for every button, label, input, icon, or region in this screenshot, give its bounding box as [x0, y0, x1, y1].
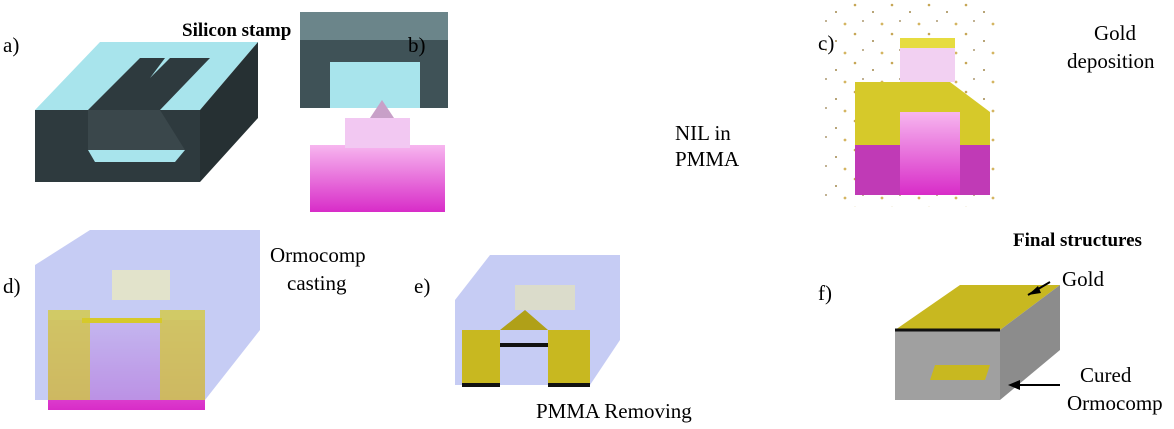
caption: Ormocomp	[270, 243, 366, 267]
panel-label: b)	[408, 33, 426, 57]
caption: NIL in	[675, 121, 731, 145]
annotation: Ormocomp	[1067, 391, 1163, 415]
pmma-removing	[455, 255, 620, 387]
annotation: Gold	[1062, 267, 1105, 291]
caption: PMMA Removing	[536, 399, 692, 423]
caption: Final structures	[1013, 230, 1142, 251]
nil-process	[300, 12, 448, 212]
final-structures	[895, 282, 1060, 400]
caption: casting	[287, 271, 347, 295]
gold-deposition	[820, 2, 1000, 207]
annotation: Cured	[1080, 363, 1132, 387]
caption: Silicon stamp	[182, 20, 291, 41]
panel-label: c)	[818, 31, 834, 55]
panel-label: e)	[414, 274, 430, 298]
ormocomp-casting	[35, 230, 260, 410]
panel-label: d)	[3, 274, 21, 298]
caption: deposition	[1067, 49, 1155, 73]
silicon-stamp	[35, 42, 258, 182]
diagram: a) Silicon stamp b) NIL in PMMA c) Gold …	[0, 0, 1174, 429]
panel-label: f)	[818, 281, 832, 305]
panel-label: a)	[3, 33, 19, 57]
caption: PMMA	[675, 147, 740, 171]
caption: Gold	[1094, 21, 1137, 45]
